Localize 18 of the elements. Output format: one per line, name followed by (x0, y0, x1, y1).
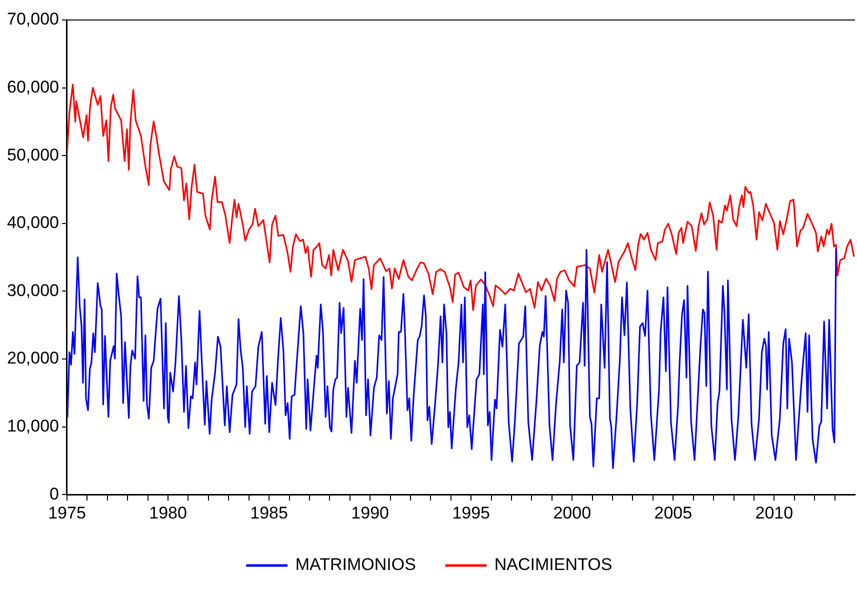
x-tick-label: 1985 (250, 503, 288, 522)
x-tick-label: 2010 (755, 503, 794, 522)
y-tick-label: 40,000 (6, 213, 59, 232)
y-tick-label: 10,000 (6, 416, 59, 436)
x-tick-label: 2005 (654, 503, 692, 522)
x-tick-label: 1980 (149, 503, 187, 522)
legend-label: NACIMIENTOS (494, 555, 612, 574)
legend-label: MATRIMONIOS (295, 555, 416, 574)
y-tick-label: 0 (50, 484, 59, 504)
y-tick-label: 50,000 (6, 145, 59, 164)
y-tick-label: 70,000 (6, 10, 59, 29)
y-tick-label: 30,000 (6, 280, 59, 300)
y-tick-label: 60,000 (6, 77, 59, 96)
y-tick-label: 20,000 (6, 348, 59, 368)
x-tick-label: 1975 (48, 503, 86, 522)
x-tick-label: 1995 (452, 503, 490, 522)
x-tick-label: 2000 (553, 503, 592, 522)
x-tick-label: 1990 (351, 503, 389, 522)
